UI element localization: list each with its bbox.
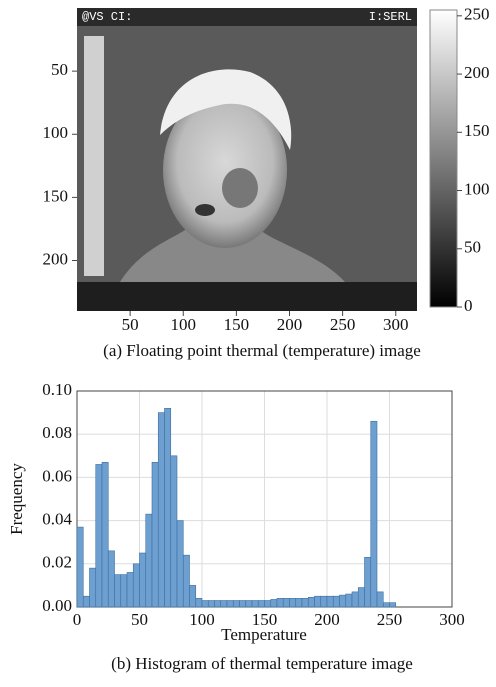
bar bbox=[346, 594, 352, 607]
bar bbox=[277, 598, 283, 607]
bar bbox=[221, 601, 227, 607]
bar bbox=[308, 597, 314, 607]
colorbar-tick-label: 200 bbox=[464, 63, 490, 82]
bar bbox=[233, 601, 239, 607]
bar bbox=[265, 601, 271, 607]
bar bbox=[102, 462, 108, 607]
x-tick-label: 200 bbox=[314, 610, 340, 629]
bar bbox=[340, 595, 346, 607]
x-tick-label: 250 bbox=[377, 610, 403, 629]
overlay-text: I:SERL bbox=[369, 10, 412, 24]
x-tick-label: 50 bbox=[131, 610, 148, 629]
x-tick-label: 250 bbox=[330, 315, 356, 334]
bar bbox=[271, 599, 277, 607]
bar bbox=[321, 596, 327, 607]
bar bbox=[258, 601, 264, 607]
bar bbox=[196, 598, 202, 607]
bar bbox=[371, 421, 377, 607]
bar bbox=[171, 456, 177, 607]
bar bbox=[296, 598, 302, 607]
bar bbox=[165, 408, 171, 607]
bar bbox=[383, 603, 389, 607]
colorbar-tick-label: 150 bbox=[464, 121, 490, 140]
bar bbox=[358, 588, 364, 607]
y-tick-label: 0.00 bbox=[42, 596, 72, 615]
colorbar-tick-label: 250 bbox=[464, 5, 490, 24]
x-tick-label: 50 bbox=[122, 315, 139, 334]
y-tick-label: 50 bbox=[51, 60, 68, 79]
x-tick-label: 150 bbox=[252, 610, 278, 629]
bar bbox=[140, 553, 146, 607]
bar bbox=[90, 568, 96, 607]
bar bbox=[83, 596, 89, 607]
y-axis-label: Frequency bbox=[7, 463, 26, 535]
bar bbox=[315, 596, 321, 607]
colorbar-tick-label: 0 bbox=[464, 296, 473, 315]
bar bbox=[183, 555, 189, 607]
bar bbox=[77, 527, 83, 607]
caption: (b) Histogram of thermal temperature ima… bbox=[111, 654, 413, 673]
bar bbox=[108, 551, 114, 607]
bar bbox=[390, 603, 396, 607]
thermal-image: @VS CI: I:SERL bbox=[77, 8, 417, 311]
bar bbox=[302, 598, 308, 607]
y-tick-label: 0.06 bbox=[42, 466, 72, 485]
x-tick-label: 150 bbox=[224, 315, 250, 334]
x-tick-label: 100 bbox=[171, 315, 197, 334]
y-tick-label: 200 bbox=[43, 249, 69, 268]
bar bbox=[96, 464, 102, 607]
bar bbox=[377, 592, 383, 607]
bar bbox=[177, 521, 183, 607]
bar bbox=[365, 557, 371, 607]
bar bbox=[240, 601, 246, 607]
figure: @VS CI: I:SERL (a) Floating point therma… bbox=[0, 0, 496, 687]
y-tick-label: 0.02 bbox=[42, 553, 72, 572]
y-tick-label: 150 bbox=[43, 186, 69, 205]
overlay-text: @VS CI: bbox=[82, 10, 132, 24]
bar bbox=[146, 514, 152, 607]
bar bbox=[133, 564, 139, 607]
y-tick-label: 100 bbox=[43, 123, 69, 142]
bar bbox=[121, 575, 127, 607]
bar bbox=[283, 598, 289, 607]
caption: (a) Floating point thermal (temperature)… bbox=[103, 341, 421, 360]
bar bbox=[327, 596, 333, 607]
bar bbox=[127, 572, 133, 607]
y-tick-label: 0.08 bbox=[42, 423, 72, 442]
x-tick-label: 300 bbox=[383, 315, 409, 334]
x-tick-label: 100 bbox=[189, 610, 215, 629]
bar bbox=[333, 596, 339, 607]
colorbar-tick-label: 50 bbox=[464, 238, 481, 257]
bar bbox=[190, 585, 196, 607]
y-tick-label: 0.10 bbox=[42, 380, 72, 399]
bar bbox=[227, 601, 233, 607]
bar bbox=[246, 601, 252, 607]
bar bbox=[215, 601, 221, 607]
bar bbox=[208, 601, 214, 607]
bar bbox=[202, 601, 208, 607]
x-tick-label: 0 bbox=[73, 610, 82, 629]
bar bbox=[252, 601, 258, 607]
colorbar bbox=[430, 10, 457, 307]
x-tick-label: 200 bbox=[277, 315, 303, 334]
bar bbox=[158, 413, 164, 607]
y-tick-label: 0.04 bbox=[42, 510, 72, 529]
colorbar-tick-label: 100 bbox=[464, 179, 490, 198]
bar bbox=[352, 592, 358, 607]
bar bbox=[290, 598, 296, 607]
bar bbox=[152, 462, 158, 607]
bar bbox=[115, 575, 121, 607]
x-tick-label: 300 bbox=[439, 610, 465, 629]
